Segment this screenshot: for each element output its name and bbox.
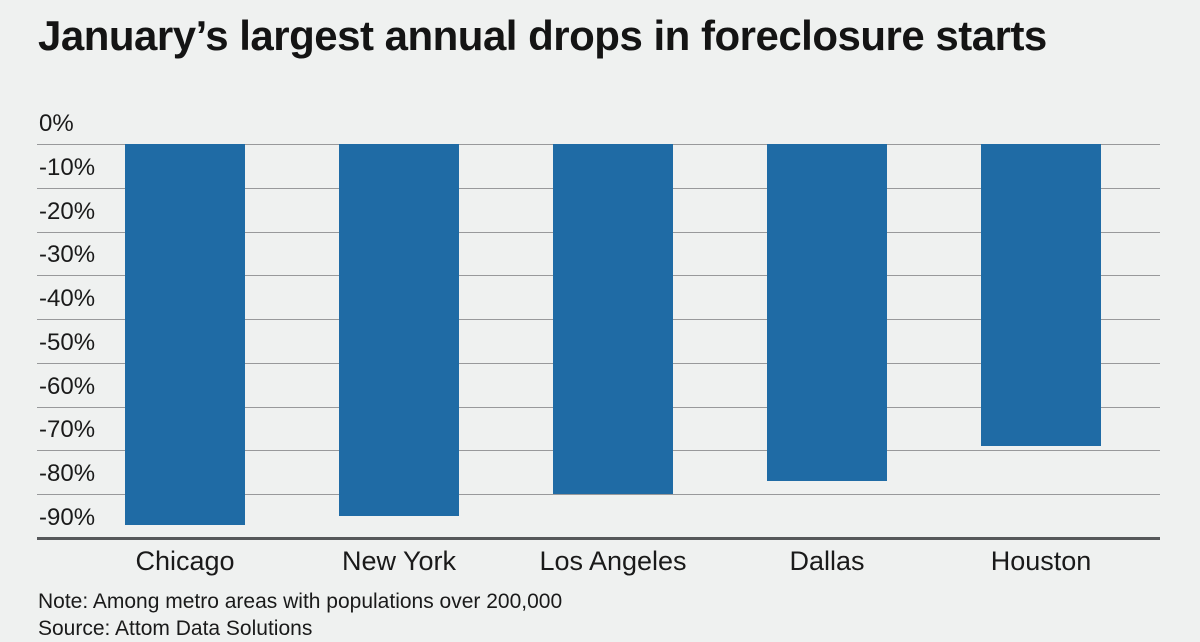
gridline-neg90pct: [37, 537, 1160, 540]
y-axis-tick-label: 0%: [39, 110, 74, 137]
bar-houston: [981, 144, 1101, 447]
bar-dallas: [767, 144, 887, 482]
y-axis-tick-label: -80%: [39, 460, 96, 488]
y-axis-tick-label: -60%: [39, 372, 96, 400]
chart-title: January’s largest annual drops in forecl…: [38, 12, 1047, 59]
bar-chart-plot-area: 0% -10% -20% -30% -40% -50% -60% -70% -80% -90% Ch…: [37, 110, 1160, 576]
x-axis-label-dallas: Dallas: [789, 546, 865, 576]
chart-note: Note: Among metro areas with populations…: [38, 590, 563, 613]
x-axis-label-los-angeles: Los Angeles: [539, 546, 687, 576]
y-axis-tick-label: -40%: [39, 285, 96, 313]
y-axis-tick-label: -90%: [39, 504, 96, 531]
x-axis-label-houston: Houston: [990, 546, 1092, 576]
gridline-neg80pct: [37, 494, 1160, 496]
y-axis-tick-label: -20%: [39, 197, 96, 225]
y-axis-tick-label: -70%: [39, 416, 96, 444]
bar-chicago: [125, 144, 245, 525]
y-axis-tick-label: -50%: [39, 328, 96, 356]
bar-new-york: [339, 144, 459, 517]
y-axis-tick-label: -30%: [39, 241, 96, 269]
y-axis-tick-label: -10%: [39, 153, 96, 181]
x-axis-label-chicago: Chicago: [135, 546, 235, 576]
bar-los-angeles: [553, 144, 673, 495]
chart-source: Source: Attom Data Solutions: [38, 617, 313, 640]
x-axis-label-new-york: New York: [341, 546, 457, 576]
